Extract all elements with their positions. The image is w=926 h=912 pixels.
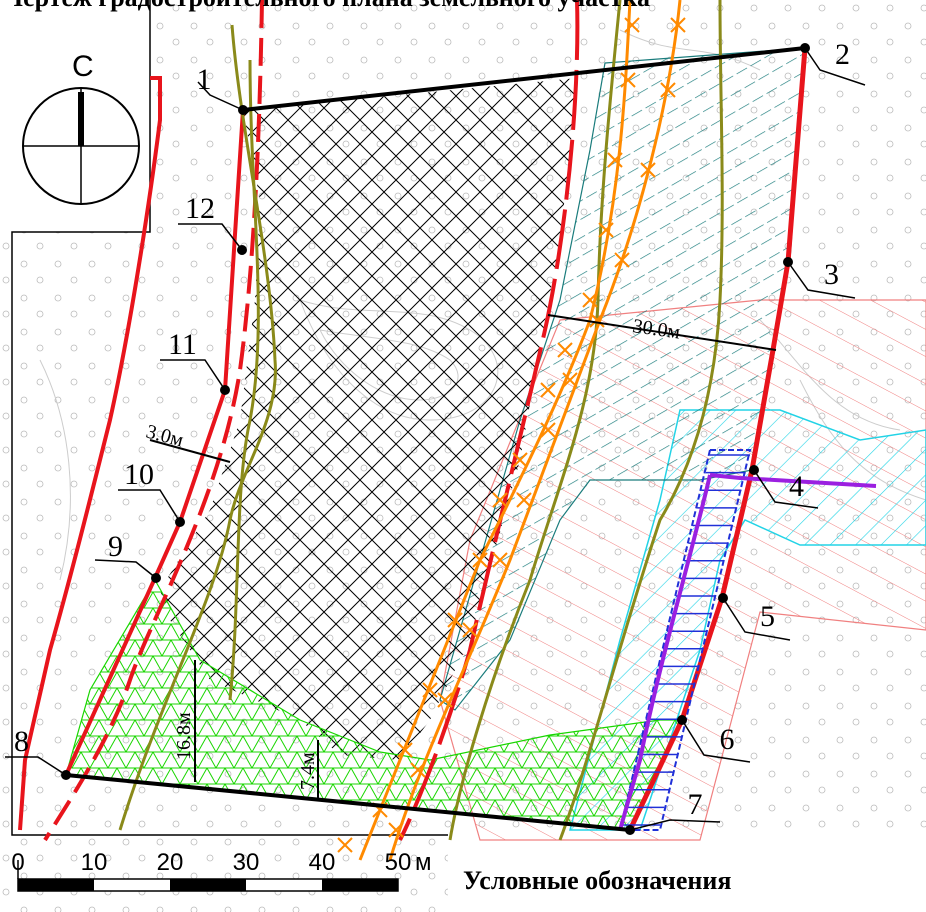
- orange-pipeline-lines: [358, 0, 682, 861]
- point-leader: [787, 261, 856, 299]
- cross-marker: [640, 162, 656, 178]
- dim-line-3: [149, 439, 231, 463]
- cross-marker: [462, 622, 478, 638]
- point-label-5: 5: [760, 600, 775, 633]
- point-leader: [178, 223, 243, 251]
- point-leader: [722, 597, 791, 641]
- point-leader: [5, 756, 67, 776]
- point-label-9: 9: [108, 530, 123, 563]
- point-leader: [681, 719, 751, 763]
- point-label-11: 11: [168, 328, 197, 361]
- cross-marker: [492, 552, 508, 568]
- point-leader: [118, 489, 181, 523]
- cross-marker: [337, 837, 353, 853]
- point-label-2: 2: [835, 38, 850, 71]
- orange-cross-markers: [337, 17, 686, 853]
- scale-unit-label: м: [415, 849, 432, 876]
- cross-marker: [422, 682, 438, 698]
- cross-marker: [397, 742, 413, 758]
- legend-title: Условные обозначения: [463, 866, 731, 895]
- cross-marker: [557, 342, 573, 358]
- cross-marker: [540, 422, 556, 438]
- cross-marker: [582, 292, 598, 308]
- point-label-10: 10: [124, 458, 154, 491]
- cross-marker: [670, 17, 686, 33]
- survey-line-north: [242, 46, 806, 112]
- cross-marker: [562, 372, 578, 388]
- cross-marker: [598, 222, 614, 238]
- boundary-point-marker: [800, 43, 810, 53]
- red-dashed-east: [398, 0, 580, 841]
- scale-bar: 0 10 20 30 40 50 м: [11, 849, 432, 892]
- boundary-point-marker: [237, 245, 247, 255]
- scale-tick-label: 40: [309, 849, 336, 876]
- red-line-west: [18, 76, 162, 831]
- point-leader: [804, 47, 866, 86]
- point-label-1: 1: [197, 63, 212, 96]
- cross-marker: [437, 692, 453, 708]
- blue-ladder-structure: [618, 449, 752, 831]
- survey-line-south: [65, 773, 631, 832]
- map-frame: [11, 0, 448, 836]
- cross-marker: [607, 152, 623, 168]
- point-label-12: 12: [185, 192, 215, 225]
- cross-marker: [388, 822, 404, 838]
- point-leader: [94, 559, 157, 579]
- point-leader: [753, 469, 819, 509]
- scale-tick-label: 30: [233, 849, 260, 876]
- point-label-3: 3: [824, 258, 839, 291]
- dim-line-30: [547, 314, 777, 351]
- cross-marker: [447, 612, 463, 628]
- cross-marker: [540, 382, 556, 398]
- boundary-point-marker: [783, 257, 793, 267]
- point-leader: [629, 819, 721, 831]
- north-label: С: [72, 50, 94, 83]
- point-label-8: 8: [14, 725, 29, 758]
- boundary-point-marker: [151, 573, 161, 583]
- boundary-point-marker: [238, 105, 248, 115]
- boundary-point-marker: [749, 465, 759, 475]
- cross-marker: [624, 17, 640, 33]
- olive-utility-lines: [118, 0, 724, 841]
- cross-marker: [589, 312, 605, 328]
- point-leader: [197, 81, 244, 111]
- page-title: Чертеж градостроительного плана земельно…: [4, 0, 650, 12]
- boundary-point-marker: [718, 593, 728, 603]
- cross-marker: [410, 762, 426, 778]
- cross-marker: [614, 252, 630, 268]
- cross-marker: [660, 82, 676, 98]
- cross-marker: [512, 452, 528, 468]
- boundary-point-marker: [61, 770, 71, 780]
- boundary-point-marker: [220, 385, 230, 395]
- point-label-6: 6: [720, 723, 735, 756]
- boundary-point-marker: [625, 825, 635, 835]
- boundary-point-marker: [175, 517, 185, 527]
- purple-line: [618, 473, 877, 831]
- point-label-7: 7: [688, 788, 703, 821]
- scale-tick-label: 20: [157, 849, 184, 876]
- red-dashed-west: [43, 0, 264, 842]
- green-zone: [65, 578, 683, 831]
- cross-marker: [472, 552, 488, 568]
- boundary-point-marker: [677, 715, 687, 725]
- dim-label-168: 16.8м: [173, 712, 195, 760]
- scale-tick-label: 10: [81, 849, 108, 876]
- scale-tick-label: 0: [11, 849, 24, 876]
- cross-marker: [516, 492, 532, 508]
- cross-marker: [620, 72, 636, 88]
- point-leader: [160, 359, 226, 391]
- north-arrow: С: [22, 50, 140, 205]
- cross-marker: [492, 492, 508, 508]
- point-label-4: 4: [789, 470, 804, 503]
- dim-label-74: 7.4м: [297, 752, 319, 790]
- scale-tick-label: 50: [385, 849, 412, 876]
